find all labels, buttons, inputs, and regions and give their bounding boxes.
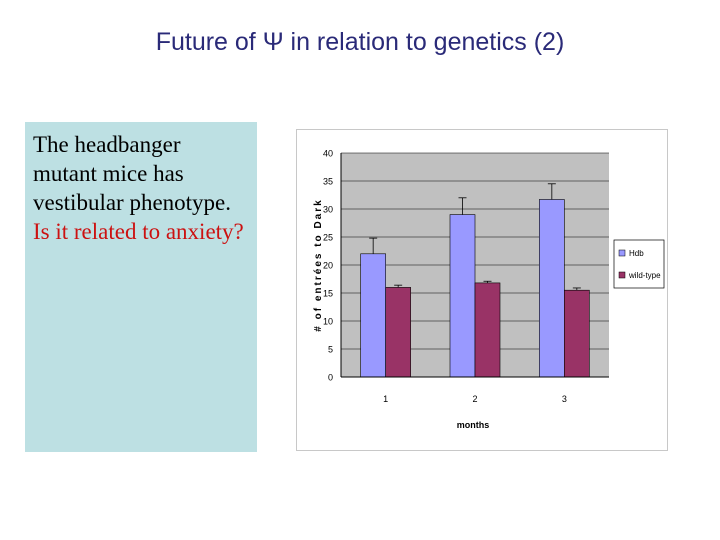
- chart-frame: 0 5 10 15 20 25 30 35 40 1 2 3 # of entrées to Dar…: [296, 129, 668, 451]
- bar-wildtype-2: [474, 282, 501, 378]
- legend-label-wildtype: wild-type: [628, 271, 661, 280]
- y-tick-label: 10: [323, 317, 333, 327]
- y-tick-labels: 0 5 10 15 20 25 30 35 40: [323, 149, 333, 383]
- error-bars: [369, 183, 581, 291]
- legend-swatch-wildtype: [618, 271, 626, 279]
- description-text: The headbanger mutant mice has vestibula…: [33, 132, 232, 215]
- bar-wildtype-3: [564, 289, 590, 378]
- bars: [360, 199, 590, 378]
- y-tick-label: 30: [323, 205, 333, 215]
- y-tick-label: 25: [323, 233, 333, 243]
- legend-box: [613, 239, 665, 289]
- text-box: The headbanger mutant mice has vestibula…: [25, 122, 257, 452]
- legend: Hdb wild-type: [613, 239, 665, 289]
- x-tick-labels: 1 2 3: [383, 394, 567, 404]
- y-tick-label: 20: [323, 261, 333, 271]
- x-tick-label: 1: [383, 394, 388, 404]
- slide-title: Future of Ψ in relation to genetics (2): [155, 28, 565, 56]
- legend-swatch-hdb: [618, 249, 626, 257]
- x-axis-label: months: [457, 420, 490, 430]
- y-tick-label: 5: [328, 345, 333, 355]
- legend-label-hdb: Hdb: [629, 249, 644, 258]
- x-tick-label: 3: [562, 394, 567, 404]
- bar-wildtype-1: [385, 287, 411, 378]
- bar-hdb-3: [539, 199, 565, 378]
- bar-hdb-2: [449, 214, 476, 378]
- bar-hdb-1: [360, 253, 386, 378]
- question-text: Is it related to anxiety?: [33, 219, 244, 244]
- y-tick-label: 15: [323, 289, 333, 299]
- bar-chart: 0 5 10 15 20 25 30 35 40 1 2 3 # of entrées to Dar…: [313, 149, 665, 430]
- y-tick-label: 40: [323, 149, 333, 159]
- y-tick-label: 35: [323, 177, 333, 187]
- y-tick-label: 0: [328, 373, 333, 383]
- y-axis-label: # of entrées to Dark: [313, 198, 324, 331]
- x-tick-label: 2: [472, 394, 477, 404]
